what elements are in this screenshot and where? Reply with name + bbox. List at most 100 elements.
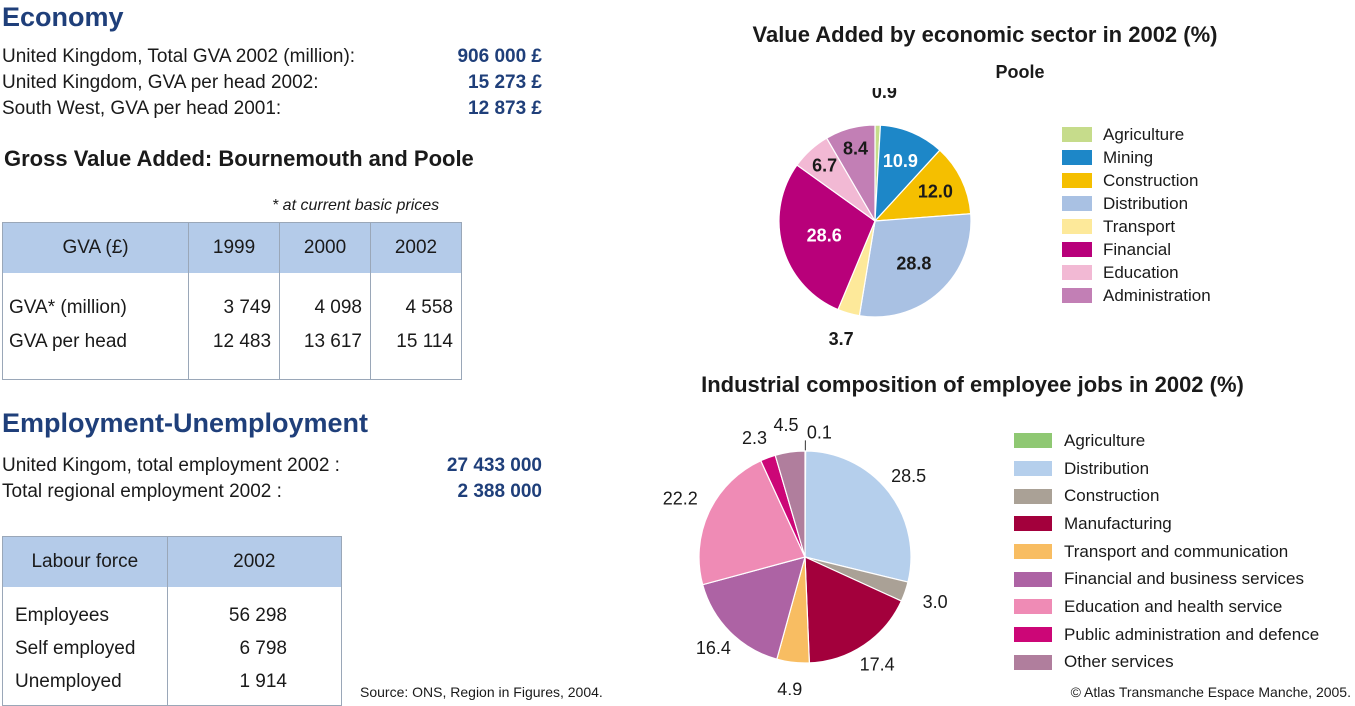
gva-table: GVA (£) 1999 2000 2002 GVA* (million) 3 … xyxy=(2,222,462,380)
pie-label: 6.7 xyxy=(812,156,837,176)
legend-swatch xyxy=(1014,599,1052,614)
legend-swatch xyxy=(1062,150,1092,165)
legend-label: Transport and communication xyxy=(1064,542,1288,562)
gva-cell: 12 483 xyxy=(189,325,280,359)
legend-item: Financial and business services xyxy=(1014,565,1319,593)
gva-header-cell: GVA (£) xyxy=(3,223,189,274)
pie-label: 2.3 xyxy=(742,428,767,448)
labour-row: Unemployed 1 914 xyxy=(3,665,342,698)
legend-label: Construction xyxy=(1064,486,1159,506)
legend-swatch xyxy=(1014,544,1052,559)
chart2-title: Industrial composition of employee jobs … xyxy=(665,372,1280,398)
legend-swatch xyxy=(1062,288,1092,303)
legend-swatch xyxy=(1062,127,1092,142)
legend-item: Distribution xyxy=(1062,192,1211,215)
stat-row: Total regional employment 2002 : 2 388 0… xyxy=(2,481,542,507)
legend-label: Manufacturing xyxy=(1064,514,1172,534)
legend-item: Agriculture xyxy=(1014,427,1319,455)
legend-label: Financial and business services xyxy=(1064,569,1304,589)
stat-value: 2 388 000 xyxy=(457,481,542,507)
pie-label: 4.5 xyxy=(774,415,799,435)
pie-label: 12.0 xyxy=(918,182,953,202)
stat-row: United Kingom, total employment 2002 : 2… xyxy=(2,455,542,481)
legend-label: Other services xyxy=(1064,652,1174,672)
chart1-subtitle: Poole xyxy=(970,62,1070,83)
legend-item: Distribution xyxy=(1014,455,1319,483)
legend-item: Financial xyxy=(1062,238,1211,261)
economy-stats: United Kingdom, Total GVA 2002 (million)… xyxy=(2,46,542,124)
legend-swatch xyxy=(1014,655,1052,670)
stat-label: South West, GVA per head 2001: xyxy=(2,98,281,124)
gva-cell: GVA per head xyxy=(3,325,189,359)
source-note: Source: ONS, Region in Figures, 2004. xyxy=(360,684,603,700)
gva-header-cell: 2002 xyxy=(371,223,462,274)
chart2-pie: 0.128.53.017.44.916.422.22.34.5 xyxy=(640,410,970,695)
chart1-title: Value Added by economic sector in 2002 (… xyxy=(690,22,1280,48)
labour-table: Labour force 2002 Employees 56 298 Self … xyxy=(2,536,342,706)
legend-label: Public administration and defence xyxy=(1064,625,1319,645)
pie-label: 4.9 xyxy=(777,680,802,695)
legend-swatch xyxy=(1062,219,1092,234)
employment-title: Employment-Unemployment xyxy=(2,408,368,439)
legend-item: Transport and communication xyxy=(1014,538,1319,566)
legend-label: Administration xyxy=(1103,286,1211,306)
legend-item: Construction xyxy=(1062,169,1211,192)
legend-item: Manufacturing xyxy=(1014,510,1319,538)
chart1-pie: 0.910.912.028.83.728.66.78.4 xyxy=(740,88,1030,358)
labour-header-cell: 2002 xyxy=(167,537,341,588)
labour-cell: 6 798 xyxy=(167,632,341,665)
gva-header-cell: 1999 xyxy=(189,223,280,274)
legend-label: Education xyxy=(1103,263,1179,283)
chart1-legend: Agriculture Mining Construction Distribu… xyxy=(1062,123,1211,307)
gva-cell: 4 098 xyxy=(280,291,371,325)
labour-cell: Self employed xyxy=(3,632,168,665)
legend-swatch xyxy=(1062,196,1092,211)
economy-title: Economy xyxy=(2,2,124,33)
gva-cell: 15 114 xyxy=(371,325,462,359)
stat-value: 27 433 000 xyxy=(447,455,542,481)
labour-header-cell: Labour force xyxy=(3,537,168,588)
stat-row: South West, GVA per head 2001: 12 873 £ xyxy=(2,98,542,124)
legend-swatch xyxy=(1014,572,1052,587)
legend-swatch xyxy=(1062,265,1092,280)
pie-label: 22.2 xyxy=(663,489,698,509)
stat-label: United Kingom, total employment 2002 : xyxy=(2,455,340,481)
gva-row: GVA* (million) 3 749 4 098 4 558 xyxy=(3,291,462,325)
gva-cell: 4 558 xyxy=(371,291,462,325)
labour-cell: Employees xyxy=(3,599,168,632)
legend-label: Distribution xyxy=(1064,459,1149,479)
legend-item: Other services xyxy=(1014,649,1319,677)
labour-cell: 1 914 xyxy=(167,665,341,698)
gva-header-cell: 2000 xyxy=(280,223,371,274)
gva-cell: 13 617 xyxy=(280,325,371,359)
legend-swatch xyxy=(1014,489,1052,504)
stat-value: 906 000 £ xyxy=(457,46,542,72)
pie-label: 3.0 xyxy=(923,592,948,612)
gva-row: GVA per head 12 483 13 617 15 114 xyxy=(3,325,462,359)
pie-label: 28.8 xyxy=(896,253,931,273)
labour-row: Self employed 6 798 xyxy=(3,632,342,665)
pie-label: 0.9 xyxy=(872,88,897,102)
chart2-legend: Agriculture Distribution Construction Ma… xyxy=(1014,427,1319,676)
pie-label: 17.4 xyxy=(860,654,895,674)
employment-stats: United Kingom, total employment 2002 : 2… xyxy=(2,455,542,507)
copyright-note: © Atlas Transmanche Espace Manche, 2005. xyxy=(1071,684,1351,700)
stat-row: United Kingdom, Total GVA 2002 (million)… xyxy=(2,46,542,72)
stat-label: United Kingdom, Total GVA 2002 (million)… xyxy=(2,46,355,72)
legend-swatch xyxy=(1062,242,1092,257)
gva-note: * at current basic prices xyxy=(272,197,439,215)
labour-row: Employees 56 298 xyxy=(3,599,342,632)
legend-item: Construction xyxy=(1014,482,1319,510)
legend-label: Agriculture xyxy=(1103,125,1184,145)
legend-item: Administration xyxy=(1062,284,1211,307)
legend-item: Education xyxy=(1062,261,1211,284)
stat-value: 12 873 £ xyxy=(468,98,542,124)
legend-label: Construction xyxy=(1103,171,1198,191)
legend-swatch xyxy=(1014,461,1052,476)
stat-label: Total regional employment 2002 : xyxy=(2,481,282,507)
pie-label: 0.1 xyxy=(807,422,832,442)
labour-header-row: Labour force 2002 xyxy=(3,537,342,588)
labour-cell: Unemployed xyxy=(3,665,168,698)
stat-value: 15 273 £ xyxy=(468,72,542,98)
pie-label: 28.5 xyxy=(891,466,926,486)
